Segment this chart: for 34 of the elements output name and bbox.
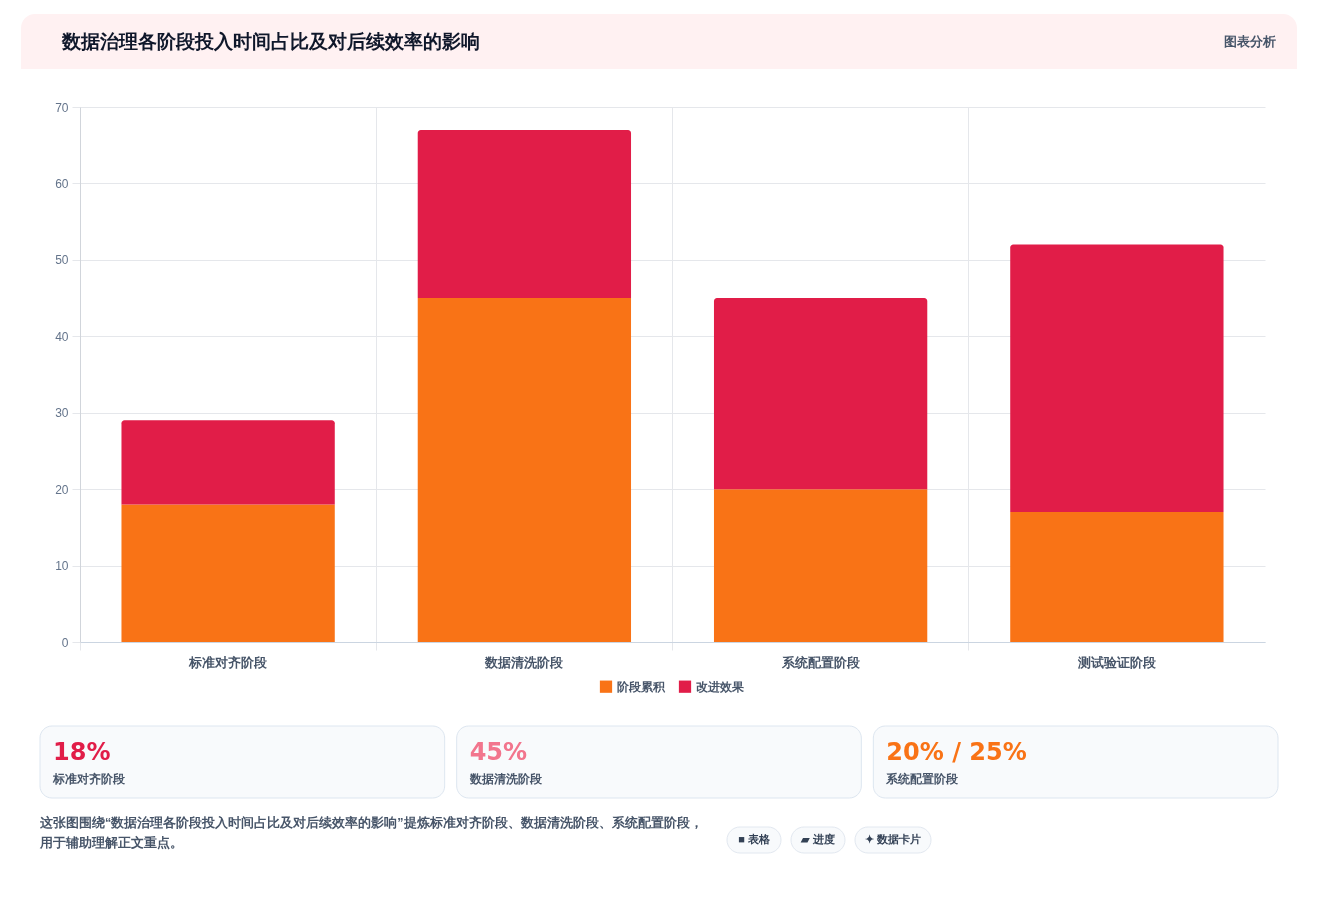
text: 数据清洗阶段 (468, 772, 543, 786)
bar (417, 298, 632, 642)
bar (1010, 244, 1224, 513)
y-tick-label: 10 (55, 559, 69, 574)
text: 系统配置阶段 (885, 772, 960, 786)
text: 标准对齐阶段 (52, 772, 126, 786)
text: 图表分析 (1224, 34, 1276, 49)
text: 45% (469, 738, 528, 766)
text: ✦ 数据卡片 (864, 833, 922, 845)
y-tick-label: 20 (55, 482, 69, 497)
x-tick-label: 系统配置阶段 (780, 654, 861, 670)
legend-label: 阶段累积 (616, 679, 666, 694)
chart-title: 数据治理各阶段投入时间占比及对后续效率的影响 (61, 30, 480, 52)
y-tick-label: 70 (55, 100, 69, 115)
text: 18% (53, 738, 111, 766)
bar (713, 489, 928, 642)
text: ■ 表格 (738, 833, 771, 845)
bar (121, 420, 335, 505)
bar (121, 504, 335, 642)
x-tick-label: 数据清洗阶段 (484, 654, 565, 670)
bar (1010, 512, 1224, 642)
y-tick-label: 30 (55, 406, 69, 421)
y-tick-label: 40 (55, 329, 69, 344)
y-tick-label: 50 (55, 253, 69, 268)
text: ▰ 进度 (800, 833, 835, 845)
bar (417, 129, 632, 299)
y-tick-label: 60 (55, 176, 69, 191)
x-tick-label: 测试验证阶段 (1076, 654, 1157, 670)
y-tick-label: 0 (61, 635, 69, 650)
legend-label: 改进效果 (695, 679, 745, 694)
bar (713, 298, 928, 490)
text: 20% / 25% (886, 738, 1027, 766)
text: 这张图围绕“数据治理各阶段投入时间占比及对后续效率的影响”提炼标准对齐阶段、数据清洗阶段、系统配置阶段，用于辅助理解正文重点。 (39, 815, 703, 850)
x-tick-label: 标准对齐阶段 (188, 654, 269, 670)
